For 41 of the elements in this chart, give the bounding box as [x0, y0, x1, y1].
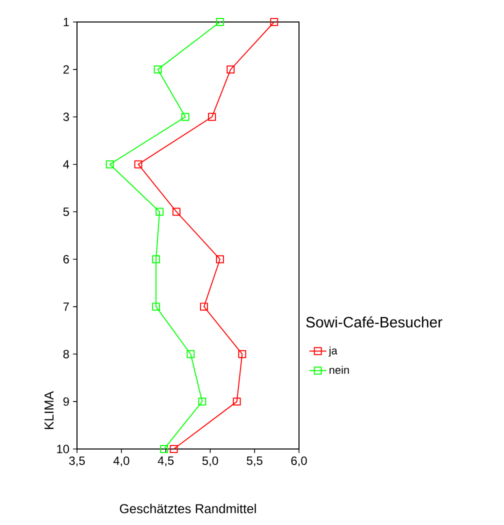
- y-tick-label: 4: [63, 160, 70, 168]
- x-tick-label: 4,0: [113, 456, 130, 466]
- x-tick-label: 5,5: [246, 456, 262, 466]
- point: [134, 160, 142, 168]
- x-axis-title: Geschätztes Randmittel: [120, 504, 256, 514]
- x-tick-label: 6,0: [291, 456, 307, 466]
- point: [152, 255, 160, 264]
- point: [156, 208, 164, 216]
- y-tick-label: 5: [63, 208, 69, 216]
- point: [270, 18, 278, 26]
- point: [152, 302, 160, 311]
- point: [238, 350, 246, 358]
- y-tick-label: 10: [57, 444, 70, 454]
- y-tick-label: 7: [63, 302, 69, 311]
- point: [186, 350, 195, 358]
- y-tick-label: 6: [63, 255, 69, 264]
- point: [232, 398, 241, 406]
- y-tick-label: 3: [63, 112, 69, 122]
- x-tick-label: 4,5: [158, 456, 174, 466]
- point: [106, 160, 114, 168]
- y-tick-label: 2: [63, 65, 69, 74]
- point: [181, 112, 190, 121]
- point: [200, 302, 208, 311]
- point: [198, 398, 206, 406]
- point: [170, 445, 178, 453]
- x-tick-label: 5,0: [202, 456, 218, 466]
- y-tick-label: 8: [63, 350, 69, 358]
- point: [154, 65, 162, 74]
- point: [208, 112, 216, 121]
- x-tick-label: 3,5: [69, 456, 85, 466]
- point: [216, 18, 224, 26]
- y-tick-label: 1: [64, 18, 69, 26]
- point: [226, 65, 235, 74]
- legend-title: Sowi-Café-Besucher: [306, 316, 442, 328]
- legend-label: nein: [330, 366, 349, 374]
- legend-label: ja: [328, 346, 338, 357]
- point: [160, 445, 168, 453]
- y-axis-title: KLIMA: [44, 391, 54, 429]
- point: [172, 208, 180, 216]
- point: [216, 255, 224, 264]
- y-tick-label: 9: [63, 397, 69, 406]
